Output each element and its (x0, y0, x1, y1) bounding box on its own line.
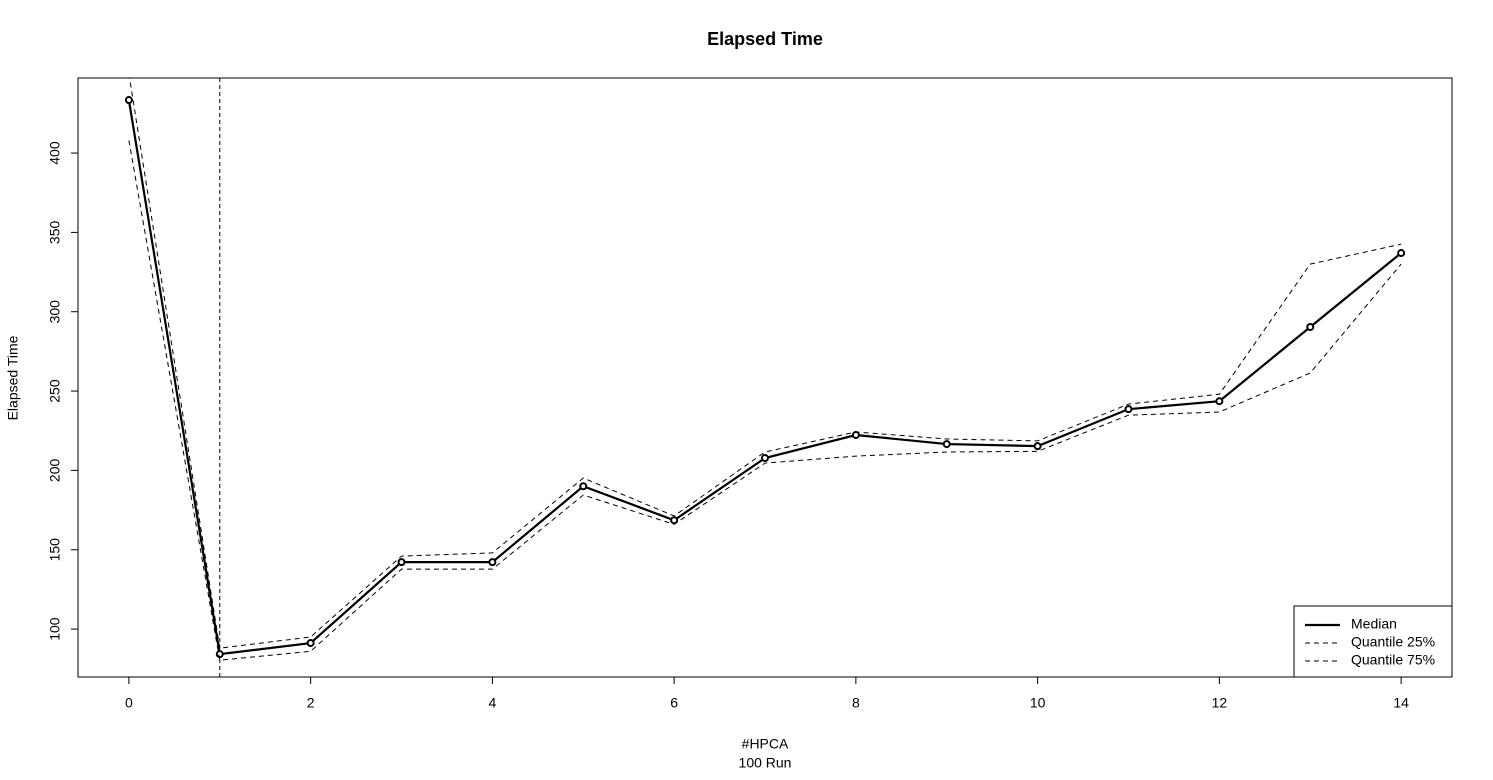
series-line (128, 140, 1402, 661)
x-tick-label: 6 (670, 695, 678, 711)
point (488, 558, 497, 567)
legend-box (1293, 605, 1453, 678)
point (670, 516, 679, 525)
point (761, 454, 769, 463)
x-tick-label: 14 (1393, 695, 1409, 711)
point (942, 440, 951, 449)
x-tick-label: 2 (307, 695, 315, 711)
x-axis-sublabel: 100 Run (739, 755, 792, 771)
y-tick-label: 150 (47, 538, 63, 562)
point (215, 650, 224, 659)
y-tick-label: 250 (47, 379, 63, 403)
legend-label: Median (1351, 616, 1397, 632)
y-tick-label: 100 (47, 617, 63, 641)
chart-title: Elapsed Time (707, 29, 823, 49)
point (1306, 322, 1315, 331)
y-tick-label: 400 (47, 141, 63, 165)
y-tick-label: 200 (47, 459, 63, 483)
y-axis-label: Elapsed Time (5, 335, 21, 420)
point (1033, 442, 1042, 451)
x-tick-label: 4 (488, 695, 496, 711)
legend-label: Quantile 25% (1351, 634, 1435, 650)
point (397, 558, 406, 567)
point (306, 639, 315, 648)
point (1397, 249, 1406, 258)
y-tick-label: 350 (47, 220, 63, 244)
x-tick-label: 0 (125, 695, 133, 711)
point (579, 482, 588, 491)
x-tick-label: 10 (1030, 695, 1046, 711)
x-axis-label: #HPCA (742, 736, 789, 752)
point (124, 96, 133, 105)
x-tick-label: 8 (852, 695, 860, 711)
point (1124, 405, 1133, 414)
plot-frame (77, 77, 1453, 678)
legend-label: Quantile 75% (1351, 652, 1435, 668)
series-line (129, 78, 1402, 649)
series-line (127, 99, 1402, 656)
point (851, 431, 860, 440)
point (1215, 397, 1224, 406)
x-tick-label: 12 (1212, 695, 1228, 711)
y-tick-label: 300 (47, 300, 63, 324)
plot-area (124, 78, 1406, 677)
